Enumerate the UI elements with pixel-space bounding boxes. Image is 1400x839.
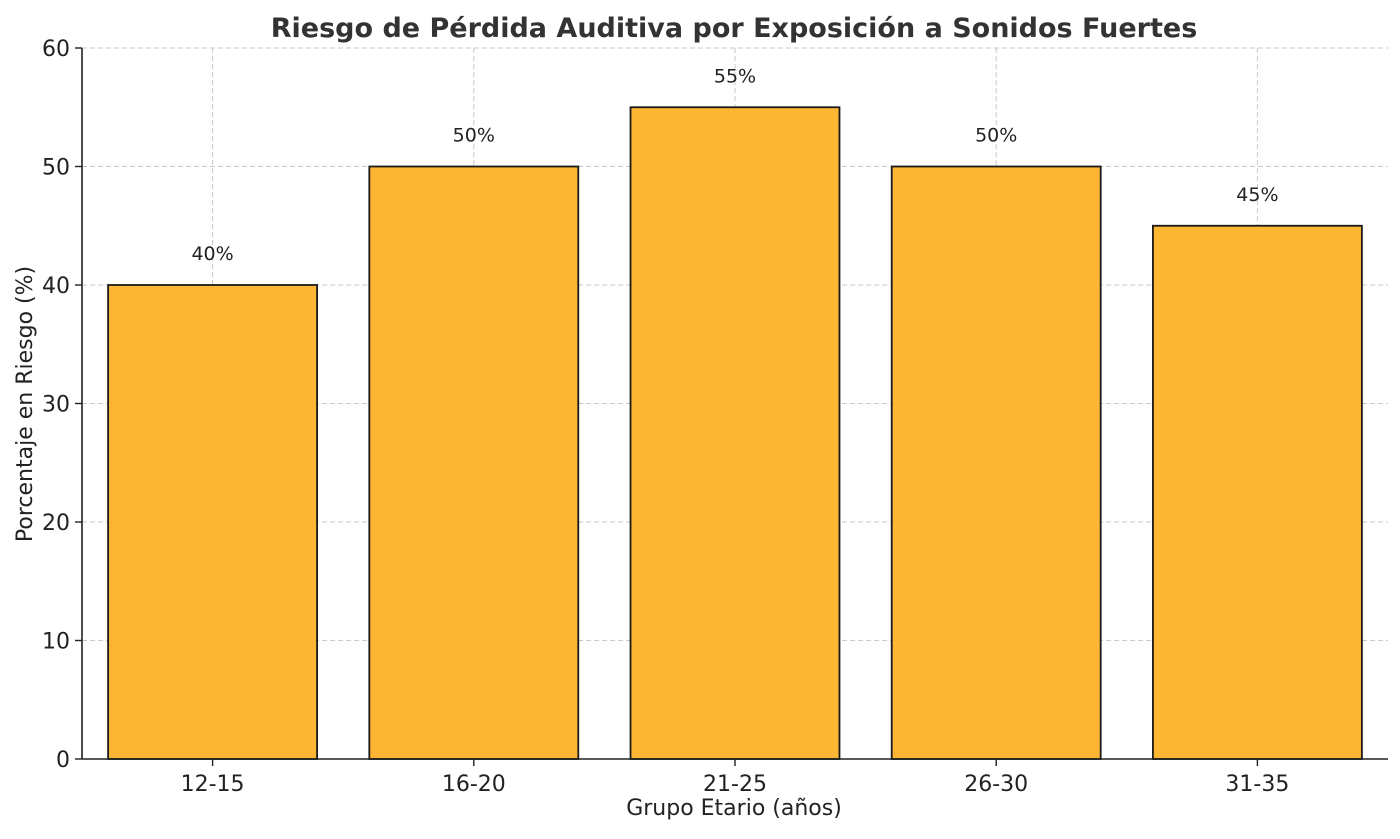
x-tick-label: 16-20 bbox=[442, 772, 506, 797]
data-label: 50% bbox=[975, 125, 1017, 147]
data-label: 50% bbox=[453, 125, 495, 147]
x-tick-label: 31-35 bbox=[1225, 772, 1289, 797]
bars bbox=[107, 106, 1363, 760]
bar-16-20 bbox=[368, 165, 580, 760]
bar-12-15 bbox=[107, 284, 318, 760]
x-tick-label: 26-30 bbox=[964, 772, 1028, 797]
bar-21-25 bbox=[629, 106, 841, 760]
x-axis-label: Grupo Etario (años) bbox=[626, 796, 842, 821]
data-label: 40% bbox=[191, 243, 233, 265]
data-label: 45% bbox=[1236, 184, 1278, 206]
y-axis-label: Porcentaje en Riesgo (%) bbox=[13, 266, 38, 542]
y-tick-label: 30 bbox=[42, 393, 70, 418]
y-tick-label: 50 bbox=[42, 156, 70, 181]
x-tick-label: 21-25 bbox=[703, 772, 767, 797]
x-tick-label: 12-15 bbox=[181, 772, 245, 797]
y-tick-label: 0 bbox=[56, 748, 70, 773]
data-labels: 40% 50% 55% 50% 45% bbox=[191, 65, 1278, 265]
bar-31-35 bbox=[1152, 224, 1363, 760]
bar-26-30 bbox=[890, 165, 1102, 760]
data-label: 55% bbox=[714, 65, 756, 87]
axes: 0 10 20 30 40 50 60 12-15 16-20 21-25 26-30 31-35 bbox=[42, 37, 1388, 797]
y-tick-label: 40 bbox=[42, 274, 70, 299]
y-tick-label: 10 bbox=[42, 630, 70, 655]
chart-title: Riesgo de Pérdida Auditiva por Exposició… bbox=[271, 13, 1198, 44]
y-tick-label: 20 bbox=[42, 511, 70, 536]
y-tick-label: 60 bbox=[42, 37, 70, 62]
